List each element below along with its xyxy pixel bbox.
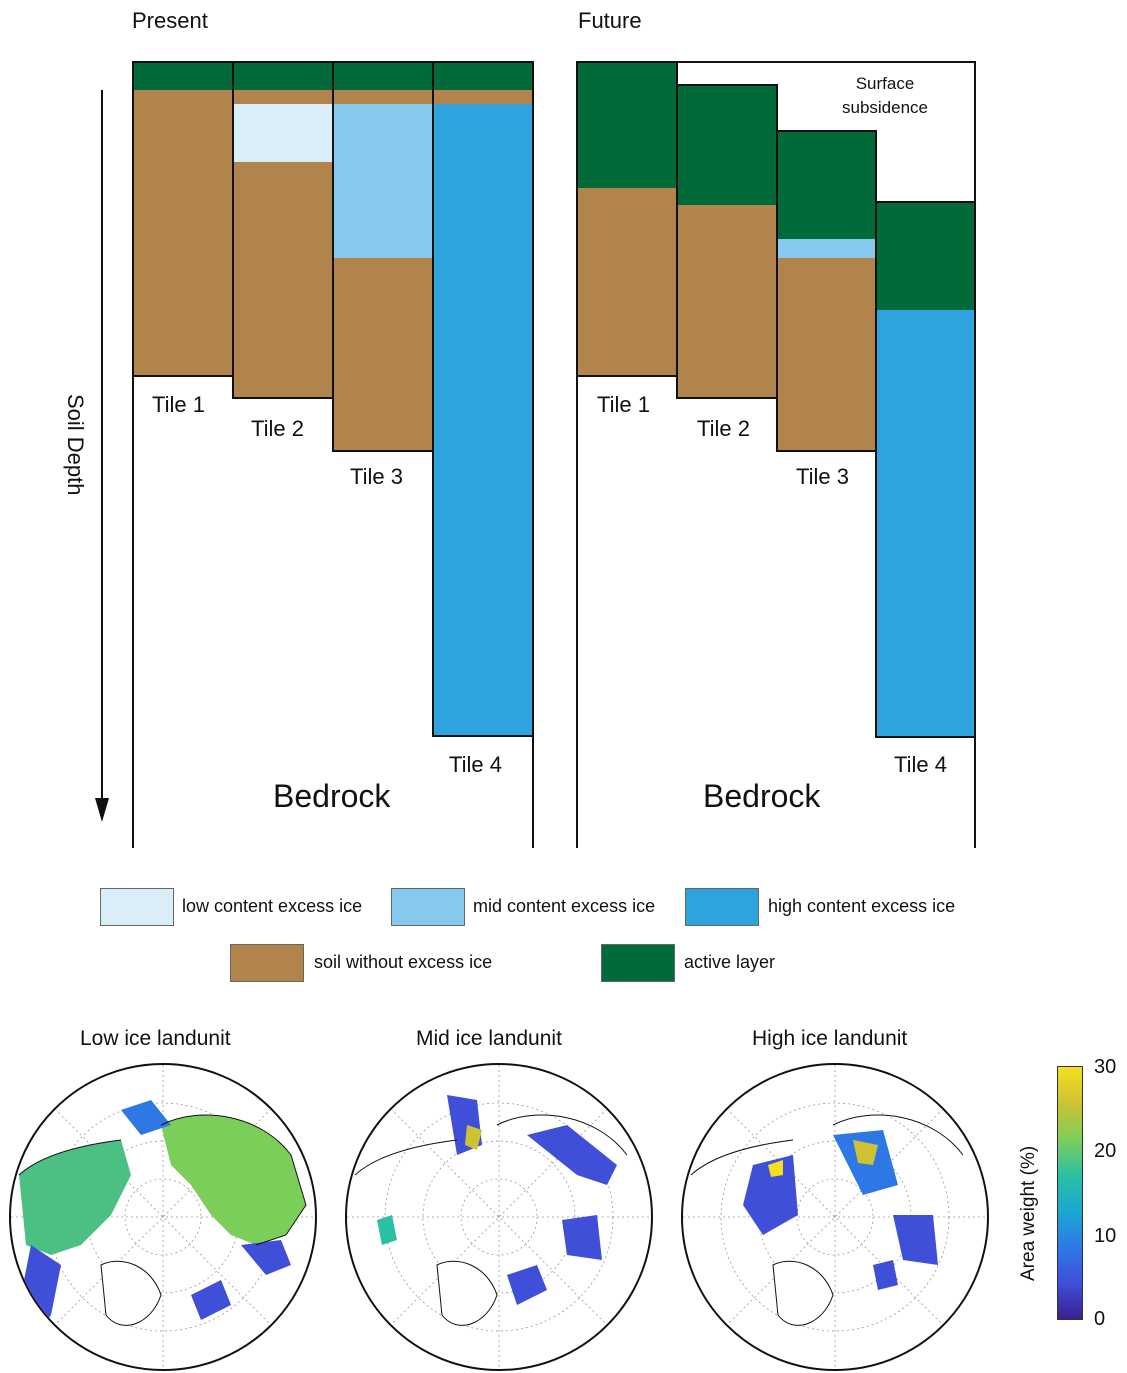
map-high-title: High ice landunit [752, 1027, 908, 1050]
legend-mid-text: mid content excess ice [473, 896, 656, 916]
future-tile3-label: Tile 3 [796, 464, 849, 489]
colorbar-tick-20: 20 [1094, 1140, 1117, 1162]
present-tile1-active [133, 62, 233, 90]
colorbar-label: Area weight (%) [1018, 1145, 1039, 1281]
future-tile4-high-ice [876, 310, 975, 737]
surface-subsidence-label: Surface subsidence [820, 72, 950, 120]
map-low-ice [9, 1063, 317, 1371]
legend-high-swatch [685, 888, 759, 926]
present-tile2-label: Tile 2 [251, 416, 304, 441]
legend-low-text: low content excess ice [182, 896, 363, 916]
present-tile3-mid-ice [333, 104, 433, 258]
present-bedrock-label: Bedrock [273, 778, 391, 814]
future-title: Future [578, 8, 642, 33]
legend-soil-text: soil without excess ice [314, 952, 493, 972]
legend-high-text: high content excess ice [768, 896, 956, 916]
future-tile1-label: Tile 1 [597, 392, 650, 417]
legend-soil-swatch [230, 944, 304, 982]
present-tile3-label: Tile 3 [350, 464, 403, 489]
present-tile3-active [333, 62, 433, 90]
legend-low-swatch [100, 888, 174, 926]
legend-active-swatch [601, 944, 675, 982]
future-tile2-label: Tile 2 [697, 416, 750, 441]
future-tile4-active [876, 202, 975, 310]
future-panel [576, 61, 976, 848]
present-tile2-soil-top [233, 90, 333, 104]
present-tile3-soil-top [333, 90, 433, 104]
present-tile4-high-ice [433, 104, 533, 736]
colorbar-tick-10: 10 [1094, 1225, 1117, 1247]
soil-depth-arrow [92, 90, 112, 824]
present-tile4-soil-top [433, 90, 533, 104]
present-tile1-soil [133, 90, 233, 376]
map-low-title: Low ice landunit [80, 1027, 231, 1050]
present-tile3-soil [333, 258, 433, 451]
future-tile3-active [777, 131, 876, 239]
map-high-ice [681, 1063, 989, 1371]
colorbar-tick-30: 30 [1094, 1056, 1117, 1078]
colorbar [1057, 1066, 1083, 1320]
present-panel [132, 61, 534, 848]
future-tile2-active [677, 85, 777, 205]
future-tile1-soil [577, 188, 677, 376]
present-tile1-label: Tile 1 [152, 392, 205, 417]
subsidence-line2: subsidence [841, 98, 928, 117]
subsidence-line1: Surface [855, 74, 915, 93]
future-bedrock-label: Bedrock [703, 778, 821, 814]
map-mid-title: Mid ice landunit [416, 1027, 562, 1050]
future-tile2-soil [677, 205, 777, 398]
map-mid-ice [345, 1063, 653, 1371]
legend-active-text: active layer [684, 952, 776, 972]
present-tile2-low-ice [233, 104, 333, 162]
future-tile3-mid-ice [777, 239, 876, 258]
present-title: Present [132, 8, 208, 33]
future-tile4-label: Tile 4 [894, 752, 947, 777]
legend-mid-swatch [391, 888, 465, 926]
tile-diagram [132, 61, 976, 848]
colorbar-tick-0: 0 [1094, 1308, 1106, 1330]
future-tile1-active [577, 62, 677, 188]
present-tile4-label: Tile 4 [449, 752, 502, 777]
present-tile4-active [433, 62, 533, 90]
present-tile2-active [233, 62, 333, 90]
future-tile3-soil [777, 258, 876, 451]
present-tile2-soil [233, 162, 333, 398]
